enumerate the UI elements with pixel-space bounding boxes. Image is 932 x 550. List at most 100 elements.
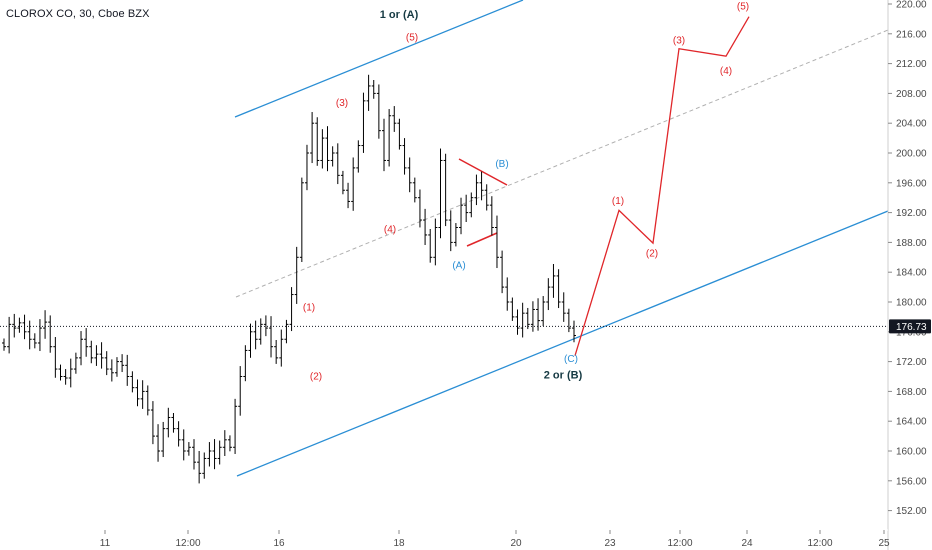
projection-path[interactable] <box>574 16 750 356</box>
wave-label: (4) <box>384 224 396 235</box>
y-tick-label: 168.00 <box>896 387 927 398</box>
triangle-upper-line[interactable] <box>458 158 508 186</box>
ohlc-bar <box>104 351 109 376</box>
wave-label: (2) <box>310 371 322 382</box>
ohlc-bar <box>233 398 238 454</box>
ohlc-bar <box>176 421 181 447</box>
price-axis[interactable]: 220.00 216.00 212.00 208.00 204.00 200.00 196.… <box>888 0 927 517</box>
ohlc-bar <box>510 297 515 321</box>
ohlc-bar <box>227 435 232 452</box>
lower-channel-line[interactable] <box>236 210 889 477</box>
drawings-layer <box>234 0 889 477</box>
ohlc-bar <box>546 278 551 311</box>
x-tick-label: 16 <box>273 538 285 549</box>
ohlc-bar <box>500 250 505 294</box>
y-tick-label: 212.00 <box>896 59 927 70</box>
ohlc-bar <box>294 246 299 304</box>
ohlc-bar <box>376 84 381 139</box>
ohlc-bar <box>387 109 392 167</box>
ohlc-bar <box>186 442 191 456</box>
ohlc-bar <box>566 308 571 333</box>
wave-label: (4) <box>720 66 732 77</box>
ohlc-bar <box>438 148 443 239</box>
ohlc-bar <box>22 314 27 340</box>
y-tick-label: 204.00 <box>896 119 927 130</box>
ohlc-bar <box>43 310 48 339</box>
x-tick-label: 12:00 <box>667 538 692 549</box>
ohlc-bar <box>145 385 150 416</box>
y-tick-label: 220.00 <box>896 0 927 11</box>
ohlc-bar <box>150 401 155 445</box>
ohlc-bar <box>243 345 248 382</box>
ohlc-bar <box>320 129 325 169</box>
ohlc-bar <box>253 320 258 350</box>
wave-label: (5) <box>406 32 418 43</box>
ohlc-bar <box>79 331 84 366</box>
y-tick-label: 156.00 <box>896 476 927 487</box>
y-tick-label: 152.00 <box>896 506 927 517</box>
ohlc-bar <box>325 126 330 172</box>
wave-label: (C) <box>564 354 578 365</box>
ohlc-bar <box>135 379 140 407</box>
ohlc-bar <box>382 118 386 172</box>
ohlc-bar <box>197 451 202 484</box>
ohlc-bar <box>371 79 376 99</box>
ohlc-bar <box>515 309 520 335</box>
triangle-lower-line[interactable] <box>466 232 498 247</box>
ohlc-bar <box>37 319 42 352</box>
ohlc-bar <box>412 177 417 203</box>
y-tick-label: 160.00 <box>896 447 927 458</box>
ohlc-bar <box>125 354 130 386</box>
channel-median-line[interactable] <box>235 29 889 298</box>
last-price-tag-bg <box>889 319 931 334</box>
ohlc-bar <box>279 329 284 367</box>
ohlc-bar <box>494 215 499 269</box>
wave-label: 1 or (A) <box>380 9 419 21</box>
x-tick-label: 25 <box>878 538 890 549</box>
ohlc-bar <box>68 358 73 388</box>
ohlc-bar <box>366 74 371 111</box>
wave-label: (3) <box>336 98 348 109</box>
ohlc-bar <box>12 313 17 338</box>
ohlc-bar <box>402 138 407 175</box>
y-tick-label: 200.00 <box>896 149 927 160</box>
ohlc-bar <box>474 174 479 206</box>
last-price-tag: 176.73 <box>889 319 931 334</box>
ohlc-bar <box>433 218 438 266</box>
ohlc-bar <box>84 328 89 357</box>
wave-labels: 1 or (A) (5) (3) (4) (1) (2) (B) (A) (C) 2 or (B)… <box>303 2 749 383</box>
wave-label: (5) <box>737 2 749 13</box>
time-axis[interactable]: 11 12:00 16 18 20 23 12:00 24 12:00 25 <box>100 530 890 549</box>
ohlc-bar <box>335 143 340 185</box>
ohlc-bar <box>417 189 422 228</box>
y-tick-label: 216.00 <box>896 29 927 40</box>
ohlc-bar <box>27 320 32 350</box>
ohlc-bar <box>73 352 78 374</box>
ohlc-bar <box>536 298 541 331</box>
ohlc-bar <box>330 146 335 167</box>
ohlc-bar <box>423 208 428 246</box>
ohlc-bar <box>114 357 119 377</box>
y-tick-label: 164.00 <box>896 417 927 428</box>
ohlc-bar <box>530 301 535 332</box>
ohlc-bar <box>392 106 397 132</box>
ohlc-bar <box>130 371 135 393</box>
ohlc-bar <box>274 339 279 364</box>
y-tick-label: 196.00 <box>896 178 927 189</box>
wave-label: (1) <box>612 196 624 207</box>
wave-label: 2 or (B) <box>544 370 583 382</box>
ohlc-bar <box>99 342 104 369</box>
ohlc-bar <box>171 413 176 433</box>
ohlc-bar <box>299 177 304 262</box>
upper-channel-line[interactable] <box>234 0 524 118</box>
ohlc-bar <box>346 182 351 209</box>
ohlc-bar <box>263 315 268 337</box>
wave-label: (A) <box>452 260 465 271</box>
ohlc-bar <box>572 320 576 343</box>
x-tick-label: 11 <box>100 538 111 549</box>
ohlc-bar <box>7 316 12 354</box>
ohlc-bar <box>453 223 458 247</box>
ohlc-bar <box>284 319 289 344</box>
ohlc-bar <box>212 439 217 470</box>
